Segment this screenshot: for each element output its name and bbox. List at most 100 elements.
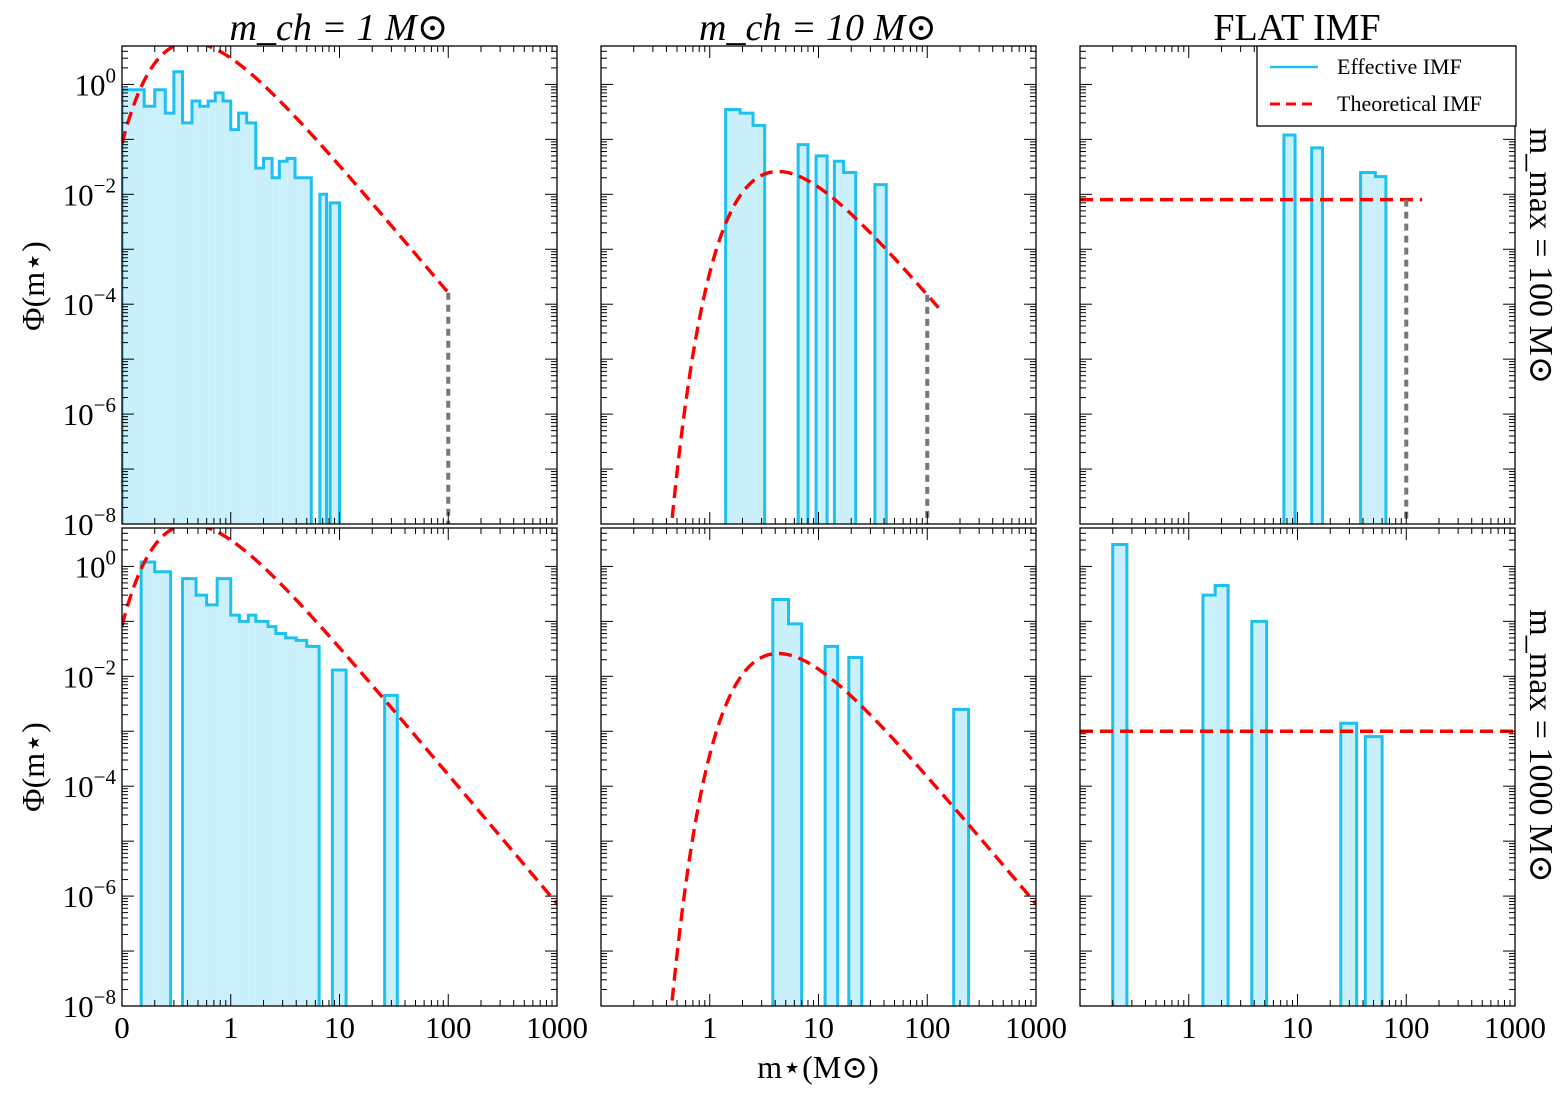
- hist-bar: [874, 184, 887, 524]
- legend-theoretical-label: Theoretical IMF: [1337, 91, 1482, 116]
- hist-bar: [144, 106, 155, 524]
- hist-bar: [788, 623, 802, 1006]
- hist-bar: [1365, 736, 1383, 1006]
- effective-imf-histogram: [1282, 133, 1388, 524]
- hist-bar: [848, 657, 862, 1006]
- x-tick-label: 10: [324, 1010, 355, 1045]
- hist-bar: [154, 571, 171, 1006]
- hist-bar: [740, 113, 754, 524]
- hist-bar: [191, 100, 200, 524]
- hist-bar: [223, 100, 231, 524]
- legend-effective-label: Effective IMF: [1337, 54, 1462, 79]
- hist-bar: [182, 122, 192, 524]
- x-tick-label: 1000: [1005, 1010, 1067, 1045]
- column-title-mch-1: m_ch = 1 M⊙: [230, 7, 449, 49]
- panel-r1c2: 1 10 100 1000: [1079, 527, 1546, 1045]
- y-tick-label: 10−2: [63, 173, 116, 212]
- hist-bar: [1360, 172, 1376, 524]
- effective-imf-histogram: [724, 107, 888, 524]
- hist-bar: [1340, 723, 1357, 1006]
- hist-bar: [182, 578, 197, 1006]
- effective-imf-histogram: [1111, 543, 1384, 1006]
- hist-bar: [141, 562, 155, 1006]
- y-tick-label: 10−2: [63, 655, 116, 694]
- column-title-flat-imf: FLAT IMF: [1213, 7, 1380, 49]
- hist-bar: [263, 158, 273, 524]
- hist-bar: [246, 122, 256, 524]
- hist-bar: [953, 709, 969, 1006]
- hist-bar: [332, 670, 347, 1006]
- hist-bar: [1283, 135, 1296, 524]
- hist-bar: [173, 71, 183, 524]
- x-tick-label: 100: [904, 1010, 951, 1045]
- hist-bar: [798, 144, 808, 524]
- hist-bar: [208, 100, 216, 524]
- hist-bar: [1112, 544, 1127, 1006]
- panel-r0c1: [600, 45, 1037, 525]
- hist-bar: [248, 615, 256, 1006]
- hist-bar: [825, 646, 838, 1006]
- panel-frame: [121, 45, 558, 525]
- hist-bar: [319, 194, 327, 524]
- hist-bar: [285, 637, 297, 1006]
- hist-bar: [843, 172, 856, 524]
- panel-frame: [1079, 527, 1516, 1007]
- hist-bar: [1375, 176, 1386, 524]
- y-tick-label: 10−8: [63, 503, 116, 542]
- legend-frame: [1256, 45, 1517, 127]
- hist-bar: [306, 646, 320, 1006]
- ticks: [600, 45, 1037, 525]
- hist-bar: [215, 92, 224, 524]
- ticks: [121, 527, 558, 1007]
- ticks: [1079, 527, 1516, 1007]
- hist-bar: [275, 633, 286, 1006]
- hist-bar: [154, 89, 166, 524]
- hist-bar: [384, 695, 398, 1006]
- x-tick-label: 100: [425, 1010, 472, 1045]
- row-label-mmax-1000: m_max = 1000 M⊙: [1522, 609, 1559, 882]
- y-tick-label: 10−6: [63, 875, 116, 914]
- hist-bar: [267, 626, 276, 1006]
- hist-bar: [753, 125, 765, 524]
- panel-frame: [600, 45, 1037, 525]
- hist-bar: [1251, 621, 1267, 1006]
- plot-area: [122, 528, 557, 1006]
- hist-bar: [272, 177, 280, 524]
- effective-imf-histogram: [122, 70, 341, 524]
- plot-area: [122, 46, 451, 524]
- y-axis-label-bottom: Φ(m⋆): [15, 722, 51, 812]
- y-tick-label: 10−4: [63, 765, 117, 804]
- panel-frame: [600, 527, 1037, 1007]
- plot-area: [669, 107, 941, 524]
- x-tick-label: 100: [1383, 1010, 1430, 1045]
- theoretical-imf-curve: [669, 169, 941, 524]
- x-tick-label: 1000: [1484, 1010, 1546, 1045]
- hist-bar: [239, 621, 249, 1006]
- y-tick-label: 10−4: [63, 283, 117, 322]
- hist-bar: [295, 177, 303, 524]
- hist-bar: [296, 640, 307, 1006]
- x-tick-label: 1000: [526, 1010, 588, 1045]
- hist-bar: [1215, 585, 1229, 1006]
- hist-bar: [230, 129, 239, 524]
- x-tick-label: 10: [1282, 1010, 1313, 1045]
- hist-bar: [725, 109, 741, 524]
- hist-bar: [122, 89, 145, 524]
- hist-bar: [1311, 147, 1323, 524]
- plot-area: [1080, 133, 1423, 524]
- ticks: [121, 45, 558, 525]
- y-tick-label: 10−6: [63, 393, 116, 432]
- hist-bar: [206, 604, 218, 1006]
- panel-r0c2: [1079, 45, 1516, 525]
- x-tick-label: 1: [1181, 1010, 1197, 1045]
- hist-bar: [279, 161, 288, 524]
- panel-r0c0: 100 10−2 10−4 10−6 10−8: [63, 45, 558, 542]
- panel-frame: [121, 527, 558, 1007]
- hist-bar: [772, 599, 789, 1006]
- ticks: [600, 527, 1037, 1007]
- hist-bar: [165, 113, 174, 524]
- y-tick-label: 10−8: [63, 985, 116, 1024]
- hist-bar: [330, 202, 340, 524]
